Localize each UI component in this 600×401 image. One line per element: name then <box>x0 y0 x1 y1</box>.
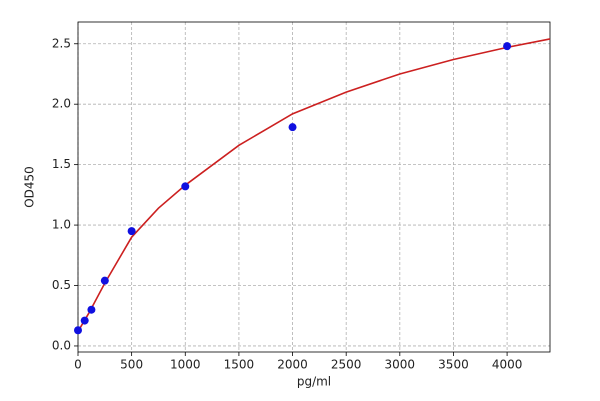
data-point <box>74 326 82 335</box>
y-axis-label: OD450 <box>23 166 37 208</box>
data-point <box>87 305 96 314</box>
x-tick-label: 1500 <box>224 358 255 372</box>
x-tick-label: 0 <box>74 358 82 372</box>
y-tick-label: 2.0 <box>52 97 71 111</box>
plot-frame <box>77 21 551 353</box>
x-tick-label: 500 <box>120 358 143 372</box>
x-tick-label: 2500 <box>331 358 362 372</box>
data-point <box>181 182 190 191</box>
y-tick-label: 1.5 <box>52 157 71 171</box>
data-point <box>288 123 297 132</box>
data-point <box>127 227 136 236</box>
fit-curve <box>77 38 551 332</box>
x-tick-label: 3000 <box>385 358 416 372</box>
data-point <box>100 276 109 285</box>
y-tick-label: 2.5 <box>52 36 71 50</box>
x-tick-label: 3500 <box>438 358 469 372</box>
x-tick-label: 4000 <box>492 358 523 372</box>
data-point <box>503 42 512 51</box>
y-tick-label: 0.5 <box>52 278 71 292</box>
x-axis-label: pg/ml <box>297 375 331 389</box>
x-tick-label: 1000 <box>170 358 201 372</box>
y-tick-label: 1.0 <box>52 218 71 232</box>
data-point <box>80 316 89 325</box>
y-tick-label: 0.0 <box>52 338 71 352</box>
x-tick-label: 2000 <box>277 358 308 372</box>
